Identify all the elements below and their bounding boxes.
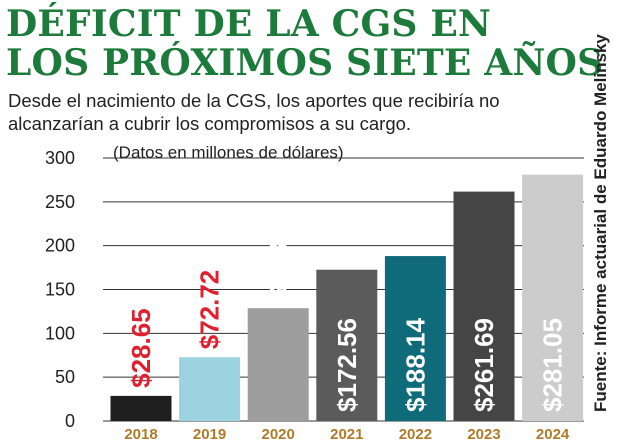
y-tick-label: 250	[45, 192, 75, 212]
value-label-2024: $281.05	[538, 318, 568, 412]
value-labels: $28.65 $72.72 $128.67 $172.56 $188.14 $261.69…	[126, 206, 568, 412]
y-tick-label: 50	[55, 367, 75, 387]
bar-2021	[316, 269, 378, 421]
y-tick-label: 0	[65, 411, 75, 431]
value-label-2023: $261.69	[469, 318, 499, 412]
bar-2019	[179, 357, 241, 421]
value-label-2021: $172.56	[332, 318, 362, 412]
value-label-2020: $128.67	[263, 206, 293, 300]
x-tick-label: 2018	[124, 426, 157, 443]
x-tick-label: 2020	[262, 426, 295, 443]
value-label-2019: $72.72	[195, 270, 225, 350]
y-tick-label: 200	[45, 236, 75, 256]
chart-subtitle-line-2: alcanzarían a cubrir los compromisos a s…	[8, 113, 412, 134]
x-tick-label: 2023	[467, 426, 500, 443]
bar-2020	[247, 308, 309, 421]
x-tick-label: 2019	[193, 426, 226, 443]
x-axis-ticks: 2018 2019 2020 2021 2022 2023 2024	[124, 426, 570, 443]
bar-2018	[110, 395, 172, 421]
bar-2023	[453, 191, 515, 421]
bar-2022	[384, 256, 446, 421]
y-tick-label: 150	[45, 280, 75, 300]
y-tick-label: 300	[45, 148, 75, 168]
x-tick-label: 2021	[330, 426, 363, 443]
x-tick-label: 2024	[536, 426, 570, 443]
value-label-2018: $28.65	[126, 308, 156, 388]
value-label-2022: $188.14	[400, 317, 430, 412]
y-tick-label: 100	[45, 323, 75, 343]
y-axis-ticks: 0 50 100 150 200 250 300	[45, 148, 75, 431]
chart-title-line-2: LOS PRÓXIMOS SIETE AÑOS	[6, 42, 604, 84]
x-tick-label: 2022	[399, 426, 432, 443]
chart-title-line-1: DÉFICIT DE LA CGS EN	[6, 3, 492, 45]
units-note: (Datos en millones de dólares)	[113, 143, 344, 162]
chart-subtitle-line-1: Desde el nacimiento de la CGS, los aport…	[8, 90, 500, 111]
bars	[110, 174, 584, 421]
bar-2024	[522, 174, 584, 421]
